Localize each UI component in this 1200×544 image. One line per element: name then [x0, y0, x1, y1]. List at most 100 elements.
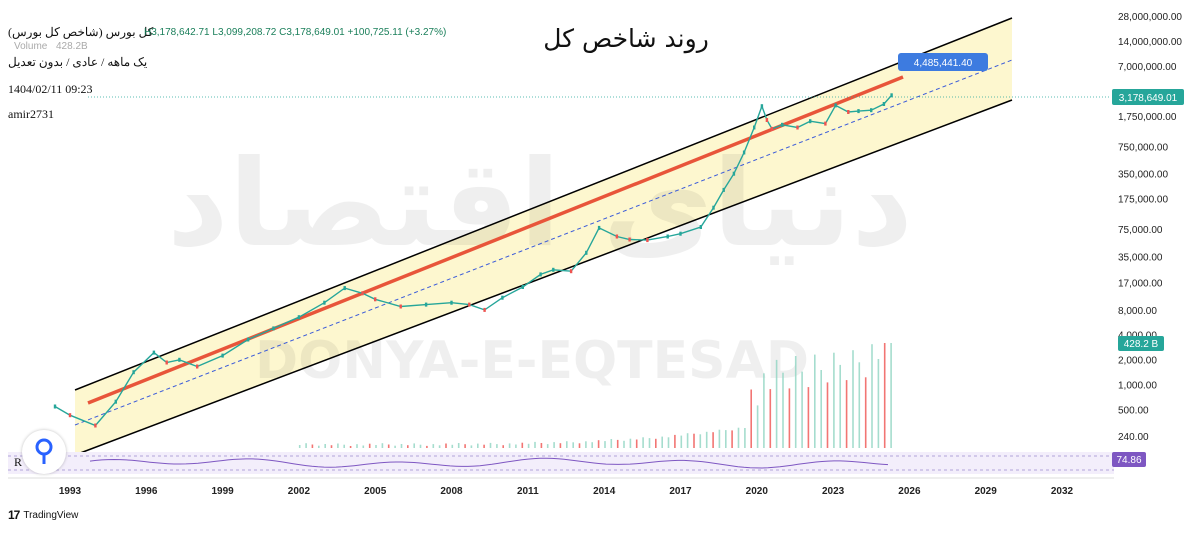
volume-bar — [572, 442, 574, 448]
price-point — [585, 250, 588, 255]
volume-bar — [623, 440, 625, 448]
volume-bar — [387, 444, 390, 448]
volume-bar — [858, 362, 861, 448]
volume-bar — [763, 373, 765, 448]
tradingview-brand: 17 TradingView — [8, 508, 78, 522]
price-point — [521, 285, 524, 289]
volume-bar — [419, 444, 422, 448]
price-point — [114, 399, 117, 404]
volume-bar — [629, 438, 632, 448]
volume-bar — [693, 433, 695, 448]
price-point — [890, 93, 893, 98]
y-tick-label: 2,000.00 — [1118, 356, 1157, 367]
volume-bar — [839, 364, 841, 448]
channel-lower-line — [74, 99, 1013, 456]
volume-bar — [718, 429, 721, 448]
volume-bar — [470, 445, 473, 448]
chart-title: روند شاخص کل — [543, 24, 709, 54]
price-point — [501, 295, 504, 300]
volume-bar — [883, 343, 886, 448]
volume-bar — [566, 441, 568, 448]
volume-bar — [349, 446, 352, 448]
volume-bar — [871, 344, 873, 448]
volume-bar — [686, 433, 689, 448]
x-tick-label: 1999 — [211, 486, 234, 497]
x-tick-label: 2032 — [1051, 486, 1074, 497]
volume-bar — [438, 445, 441, 448]
volume-badge: 428.2 B — [1118, 336, 1164, 351]
volume-bar — [585, 441, 587, 448]
x-tick-label: 2020 — [746, 486, 769, 497]
y-tick-label: 1,000.00 — [1118, 381, 1157, 392]
price-point — [742, 150, 746, 155]
volume-bar — [318, 445, 320, 448]
resistance-trend-line — [87, 75, 904, 405]
volume-bar — [496, 444, 498, 448]
x-tick-label: 2017 — [669, 486, 692, 497]
volume-label: Volume — [14, 41, 48, 52]
price-point — [679, 231, 682, 236]
rsi-badge-value: 74.86 — [1116, 455, 1141, 466]
price-point — [53, 404, 57, 409]
price-point — [297, 315, 301, 320]
price-point — [152, 350, 156, 355]
price-point — [552, 267, 555, 272]
price-point — [361, 291, 364, 296]
price-point — [343, 286, 346, 291]
volume-bar — [788, 388, 791, 448]
rsi-line — [89, 457, 889, 469]
volume-bar — [852, 350, 854, 448]
volume-bar — [311, 444, 314, 448]
price-point — [796, 125, 799, 130]
y-tick-label: 28,000,000.00 — [1118, 12, 1182, 23]
x-tick-label: 2026 — [898, 486, 921, 497]
target-badge-value: 4,485,441.40 — [914, 58, 973, 69]
volume-bar — [661, 436, 663, 448]
volume-bar — [400, 444, 403, 448]
y-tick-label: 14,000,000.00 — [1118, 37, 1182, 48]
volume-bar — [451, 444, 454, 448]
volume-bar — [502, 445, 504, 448]
volume-bar — [540, 443, 543, 448]
y-tick-label: 350,000.00 — [1118, 170, 1168, 181]
watermark-latin: DONYA-E-EQTESAD — [255, 331, 809, 391]
y-tick-label: 35,000.00 — [1118, 253, 1163, 264]
volume-bar — [705, 431, 708, 448]
volume-bar — [330, 445, 333, 448]
volume-bar — [305, 443, 307, 448]
volume-bar — [489, 442, 492, 448]
volume-bar — [597, 440, 600, 448]
author: amir2731 — [8, 107, 54, 121]
volume-bar — [756, 405, 759, 448]
y-tick-label: 75,000.00 — [1118, 225, 1163, 236]
price-point — [760, 104, 764, 109]
target-badge[interactable]: 4,485,441.40 — [898, 53, 988, 71]
volume-bar — [737, 427, 740, 448]
price-point — [753, 125, 756, 130]
volume-bar — [426, 445, 428, 448]
price-point — [323, 300, 326, 305]
volume-bar — [515, 444, 517, 448]
y-tick-label: 240.00 — [1118, 432, 1149, 443]
volume-bar — [833, 352, 835, 448]
indicator-toggle-icon[interactable] — [22, 430, 66, 474]
rsi-pane: R — [8, 452, 1114, 474]
volume-bar — [712, 432, 714, 448]
price-point — [770, 126, 774, 131]
channel-upper-line — [74, 17, 1013, 391]
y-axis-ticks: 28,000,000.00 14,000,000.00 7,000,000.00 1,… — [1118, 12, 1182, 443]
volume-bar — [845, 380, 848, 448]
price-point — [424, 302, 428, 307]
price-point — [615, 234, 619, 239]
ohlc-values: H3,178,642.71 L3,099,208.72 C3,178,649.0… — [144, 27, 446, 38]
price-point — [132, 370, 135, 375]
price-point — [597, 225, 601, 230]
price-point — [870, 108, 873, 113]
volume-bar — [794, 356, 797, 448]
volume-bar — [508, 443, 511, 448]
volume-bar — [655, 438, 657, 448]
price-point — [699, 225, 702, 229]
price-point — [178, 357, 181, 362]
volume-bar — [337, 443, 339, 448]
